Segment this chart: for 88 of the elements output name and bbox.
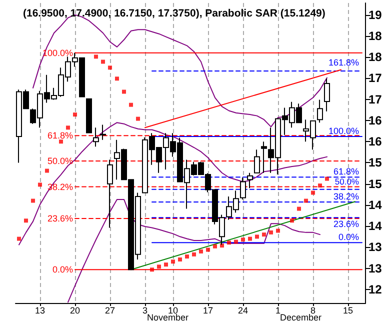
candlestick: [93, 127, 99, 148]
point: [276, 228, 280, 233]
point: [178, 257, 182, 262]
series-label: 0.0%: [52, 264, 73, 275]
point: [213, 244, 217, 248]
point: [220, 244, 224, 248]
point: [318, 184, 322, 188]
point: [185, 254, 189, 259]
point: [206, 248, 210, 252]
y-tick-label: 18: [368, 50, 382, 64]
y-tick-label: 12: [368, 282, 382, 296]
series-label: 0.0%: [338, 232, 359, 242]
y-tick-label: 15: [368, 156, 382, 170]
point: [234, 240, 238, 244]
point: [269, 230, 273, 234]
point: [157, 264, 161, 269]
series-label: 50.0%: [334, 176, 360, 186]
series-label: 61.8%: [333, 166, 359, 177]
x-tick-label: 8: [310, 306, 316, 316]
y-tick-label: 16: [368, 134, 382, 149]
point: [171, 260, 175, 264]
point: [66, 126, 70, 130]
point: [108, 66, 112, 70]
series-label: 161.8%: [328, 58, 359, 68]
x-tick-label: 17: [202, 306, 214, 316]
series-label: 23.6%: [333, 219, 359, 230]
point: [304, 198, 308, 203]
y-tick-label: 19: [368, 8, 382, 22]
point: [115, 76, 119, 81]
y-tick-label: 13: [368, 240, 382, 254]
point: [129, 102, 133, 107]
series-label: 23.6%: [47, 213, 73, 224]
text: December: [280, 312, 322, 322]
y-tick-label: 14: [368, 198, 382, 212]
point: [73, 112, 77, 117]
point: [59, 140, 63, 144]
point: [45, 168, 49, 173]
line-series: [18, 122, 328, 246]
point: [38, 182, 42, 187]
x-tick-label: 27: [104, 306, 116, 316]
point: [290, 218, 294, 223]
candlestick: [317, 99, 323, 124]
point: [262, 232, 266, 237]
x-tick-label: 24: [238, 306, 248, 316]
point: [122, 90, 126, 94]
point: [164, 262, 168, 267]
series-label: 50.0%: [47, 156, 73, 166]
x-tick-label: 15: [342, 306, 354, 316]
point: [94, 54, 98, 59]
candlestick: [261, 141, 267, 174]
y-tick-label: 15: [368, 176, 382, 191]
y-tick-label: 16: [368, 113, 382, 128]
series-label: 100.0%: [328, 126, 359, 136]
point: [248, 236, 252, 241]
y-tick-label: 14: [368, 219, 382, 234]
candlestick: [100, 124, 106, 140]
series-label: 61.8%: [47, 130, 73, 141]
point: [101, 60, 105, 64]
y-tick-label: 18: [368, 28, 382, 43]
x-tick-label: 13: [34, 306, 46, 316]
x-tick-label: 1: [275, 306, 281, 316]
y-tick-label: 17: [368, 71, 382, 86]
x-tick-label: 3: [142, 306, 148, 316]
point: [325, 176, 329, 181]
x-tick-label: 20: [70, 306, 80, 316]
point: [311, 190, 315, 195]
point: [24, 218, 28, 223]
y-tick-label: 13: [368, 261, 382, 276]
text: November: [147, 312, 189, 322]
candlestick: [107, 159, 113, 228]
point: [255, 234, 259, 239]
y-tick-label: 17: [368, 92, 382, 106]
point: [17, 236, 21, 241]
candlestick: [86, 98, 92, 134]
point: [241, 238, 245, 242]
x-tick-label: 10: [168, 306, 178, 316]
point: [192, 252, 196, 256]
chart-title: (16.9500, 17.4900, 16.7150, 17.3750), Parabolic SAR (15.1249): [23, 8, 326, 20]
point: [227, 240, 231, 245]
point: [297, 206, 301, 211]
candlestick: [247, 172, 253, 189]
point: [136, 116, 140, 121]
point: [150, 268, 154, 272]
point: [199, 249, 203, 254]
point: [31, 198, 35, 203]
candlestick: [254, 149, 260, 174]
candlestick: [324, 78, 330, 112]
series-label: 38.2%: [333, 192, 359, 202]
